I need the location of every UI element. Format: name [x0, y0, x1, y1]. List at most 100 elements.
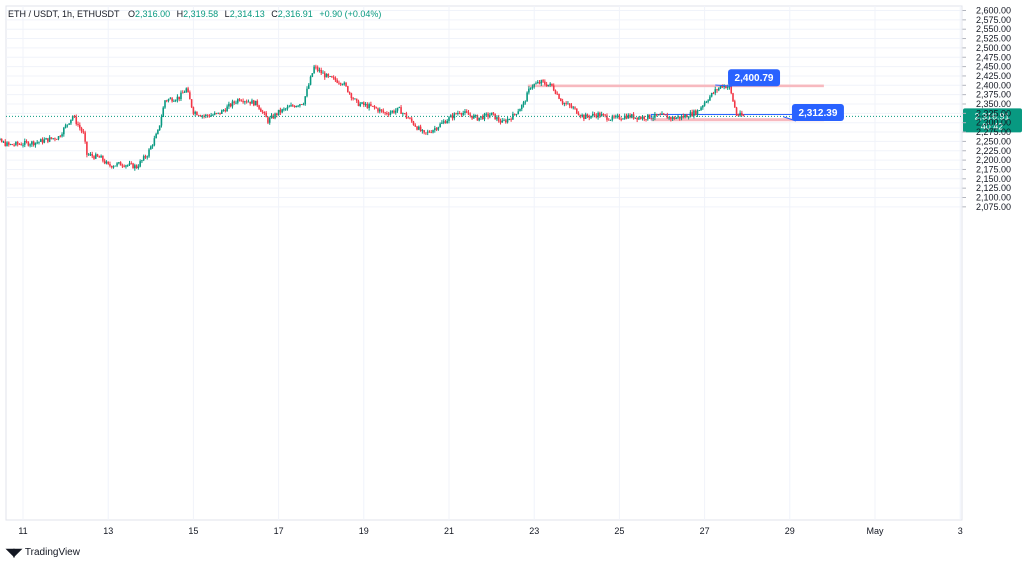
- candle-body: [304, 96, 307, 105]
- candle-body: [244, 101, 246, 103]
- candle-body: [545, 84, 548, 87]
- candle-body: [263, 112, 266, 113]
- candle-body: [315, 66, 317, 68]
- candle-body: [119, 162, 122, 166]
- candle-body: [151, 145, 154, 147]
- symbol-legend: ETH / USDT, 1h, ETHUSDT O2,316.00 H2,319…: [8, 9, 385, 19]
- candle-body: [451, 115, 454, 119]
- candle-body: [446, 120, 449, 124]
- candle-body: [338, 82, 340, 84]
- candle-body: [625, 115, 628, 119]
- candle-body: [703, 102, 706, 106]
- symbol-title[interactable]: ETH / USDT, 1h, ETHUSDT: [8, 9, 120, 19]
- candle-body: [378, 109, 381, 112]
- candle-body: [622, 118, 624, 120]
- candle-body: [231, 101, 234, 107]
- callout-pointer: [715, 84, 733, 87]
- candle-body: [616, 115, 619, 117]
- candle-body: [723, 85, 725, 88]
- candle-body: [327, 73, 330, 77]
- candle-body: [483, 113, 486, 120]
- candle-body: [201, 115, 204, 117]
- candle-body: [549, 83, 551, 85]
- candle-body: [636, 117, 638, 120]
- candle-body: [432, 130, 434, 133]
- open-value: 2,316.00: [135, 9, 171, 19]
- candle-body: [215, 113, 218, 114]
- y-tick-label: 2,275.00: [976, 127, 1011, 137]
- candle-body: [698, 110, 701, 111]
- candle-body: [471, 115, 473, 119]
- candle-body: [8, 142, 10, 145]
- tradingview-brand[interactable]: ◥◤ TradingView: [6, 546, 80, 559]
- candle-body: [160, 116, 163, 126]
- candle-body: [519, 109, 521, 112]
- candle-body: [217, 112, 220, 114]
- candle-body: [43, 139, 46, 143]
- candle-body: [206, 114, 209, 116]
- candle-body: [142, 156, 145, 161]
- candle-body: [164, 100, 166, 108]
- candle-body: [249, 101, 251, 104]
- candle-body: [341, 84, 344, 86]
- candle-body: [513, 113, 516, 115]
- y-tick-label: 2,200.00: [976, 155, 1011, 165]
- candle-body: [714, 89, 717, 94]
- candle-body: [96, 154, 99, 157]
- candle-body: [529, 87, 532, 89]
- candle-body: [48, 137, 51, 142]
- candle-body: [190, 99, 193, 108]
- candle-body: [75, 116, 78, 124]
- candle-body: [9, 144, 12, 145]
- candle-body: [428, 131, 431, 133]
- candle-body: [329, 76, 331, 77]
- candle-body: [544, 81, 546, 85]
- candle-body: [251, 100, 253, 104]
- candle-body: [63, 127, 65, 135]
- candle-body: [457, 113, 459, 115]
- candle-body: [600, 114, 603, 117]
- candle-body: [487, 113, 489, 117]
- y-tick-label: 2,375.00: [976, 90, 1011, 100]
- candle-body: [700, 107, 702, 111]
- candle-body: [412, 121, 415, 125]
- candle-body: [354, 98, 356, 100]
- candle-body: [710, 93, 713, 97]
- candle-body: [307, 84, 310, 89]
- candle-body: [490, 112, 493, 116]
- candle-body: [607, 119, 610, 121]
- candle-body: [41, 139, 44, 143]
- candle-body: [444, 121, 447, 124]
- open-label: O: [128, 9, 136, 19]
- candle-body: [34, 142, 37, 146]
- candle-body: [18, 144, 21, 146]
- candle-body: [638, 117, 640, 120]
- y-tick-label: 2,525.00: [976, 34, 1011, 44]
- candle-body: [332, 77, 335, 79]
- candle-body: [478, 117, 480, 121]
- candle-body: [599, 112, 601, 117]
- candle-body: [634, 117, 637, 119]
- candle-body: [719, 86, 722, 89]
- candle-body: [57, 136, 60, 140]
- candle-body: [135, 165, 138, 169]
- candle-body: [567, 103, 569, 105]
- candle-body: [82, 131, 85, 133]
- candle-body: [725, 85, 727, 89]
- candle-body: [348, 92, 351, 94]
- grid: [5, 5, 963, 521]
- candle-body: [167, 99, 170, 101]
- candle-body: [631, 114, 633, 118]
- candle-body: [226, 106, 228, 112]
- candle-body: [47, 138, 49, 142]
- x-tick-label: 13: [103, 526, 113, 536]
- candle-body: [165, 100, 168, 102]
- candle-body: [228, 103, 230, 107]
- candle-body: [229, 103, 232, 107]
- candle-body: [25, 141, 28, 142]
- candle-body: [36, 142, 38, 144]
- candle-body: [384, 112, 386, 114]
- x-tick-label: 11: [18, 526, 27, 536]
